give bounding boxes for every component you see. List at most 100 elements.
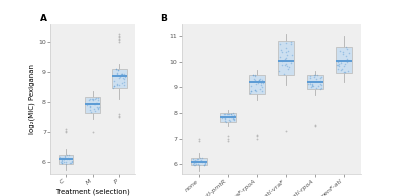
Point (193, 160, 199, 163)
Point (285, 67, 292, 70)
Point (191, 164, 198, 167)
Point (69, 161, 75, 164)
Point (194, 158, 200, 161)
Point (95, 96, 101, 99)
Point (111, 79, 117, 82)
Point (191, 159, 198, 162)
Point (318, 84, 324, 87)
Point (337, 60, 344, 63)
Point (197, 157, 204, 160)
Point (258, 82, 264, 85)
Point (259, 86, 265, 89)
Point (344, 60, 350, 63)
Point (59, 162, 65, 165)
Point (201, 163, 207, 167)
Point (61, 155, 68, 158)
Point (251, 77, 257, 80)
Point (314, 74, 321, 77)
Point (310, 73, 317, 76)
Point (89, 97, 95, 100)
Point (338, 68, 344, 72)
Point (59, 156, 66, 159)
Point (92, 97, 99, 101)
Point (95, 99, 101, 102)
Point (202, 162, 209, 165)
Text: A: A (40, 15, 47, 24)
Point (94, 105, 100, 108)
Point (283, 41, 289, 44)
Point (256, 78, 262, 81)
Point (251, 88, 258, 92)
Point (59, 160, 65, 163)
Point (221, 115, 227, 118)
Point (283, 63, 290, 66)
Point (114, 83, 120, 86)
X-axis label: Treatment (selection): Treatment (selection) (55, 189, 130, 195)
Point (121, 84, 127, 87)
Point (93, 101, 100, 104)
Point (341, 64, 347, 68)
Point (260, 82, 267, 85)
Point (251, 89, 258, 92)
Point (283, 57, 290, 60)
Point (92, 103, 99, 106)
Point (311, 74, 318, 77)
Point (279, 63, 285, 66)
Point (65, 153, 72, 157)
Point (197, 159, 204, 162)
Point (64, 154, 71, 157)
Point (89, 98, 96, 101)
Point (110, 84, 117, 87)
Point (317, 82, 323, 85)
Point (229, 115, 235, 118)
Point (119, 82, 126, 85)
Text: B: B (160, 15, 167, 24)
Point (229, 117, 236, 120)
Point (252, 74, 258, 77)
Point (227, 116, 234, 119)
Point (334, 64, 341, 67)
Point (64, 156, 71, 159)
Point (288, 62, 294, 65)
Bar (191, 158, 207, 165)
Bar (59, 155, 73, 164)
Point (277, 55, 284, 58)
Point (256, 78, 262, 82)
Point (114, 83, 121, 86)
Point (87, 105, 93, 108)
Point (248, 90, 255, 93)
Point (192, 161, 198, 164)
Point (307, 82, 314, 85)
Point (309, 83, 315, 87)
Point (84, 104, 91, 107)
Point (57, 155, 63, 158)
Point (250, 73, 257, 76)
Point (338, 60, 344, 63)
Point (200, 163, 207, 166)
Point (346, 52, 352, 55)
Point (259, 78, 265, 81)
Point (226, 118, 232, 121)
Point (90, 97, 97, 100)
Point (95, 107, 101, 110)
Point (63, 161, 69, 164)
Point (87, 108, 94, 112)
Bar (112, 69, 127, 88)
Point (199, 160, 205, 163)
Point (118, 73, 125, 76)
Point (336, 65, 342, 68)
Point (252, 74, 259, 78)
Point (88, 111, 94, 114)
Point (121, 72, 128, 75)
Point (305, 82, 312, 85)
Point (285, 50, 292, 53)
Point (192, 163, 198, 166)
Point (224, 112, 231, 115)
Point (307, 80, 314, 83)
Point (247, 90, 254, 93)
Bar (336, 46, 352, 73)
Point (222, 117, 229, 120)
Point (317, 87, 324, 90)
Point (91, 103, 97, 106)
Point (282, 58, 288, 61)
